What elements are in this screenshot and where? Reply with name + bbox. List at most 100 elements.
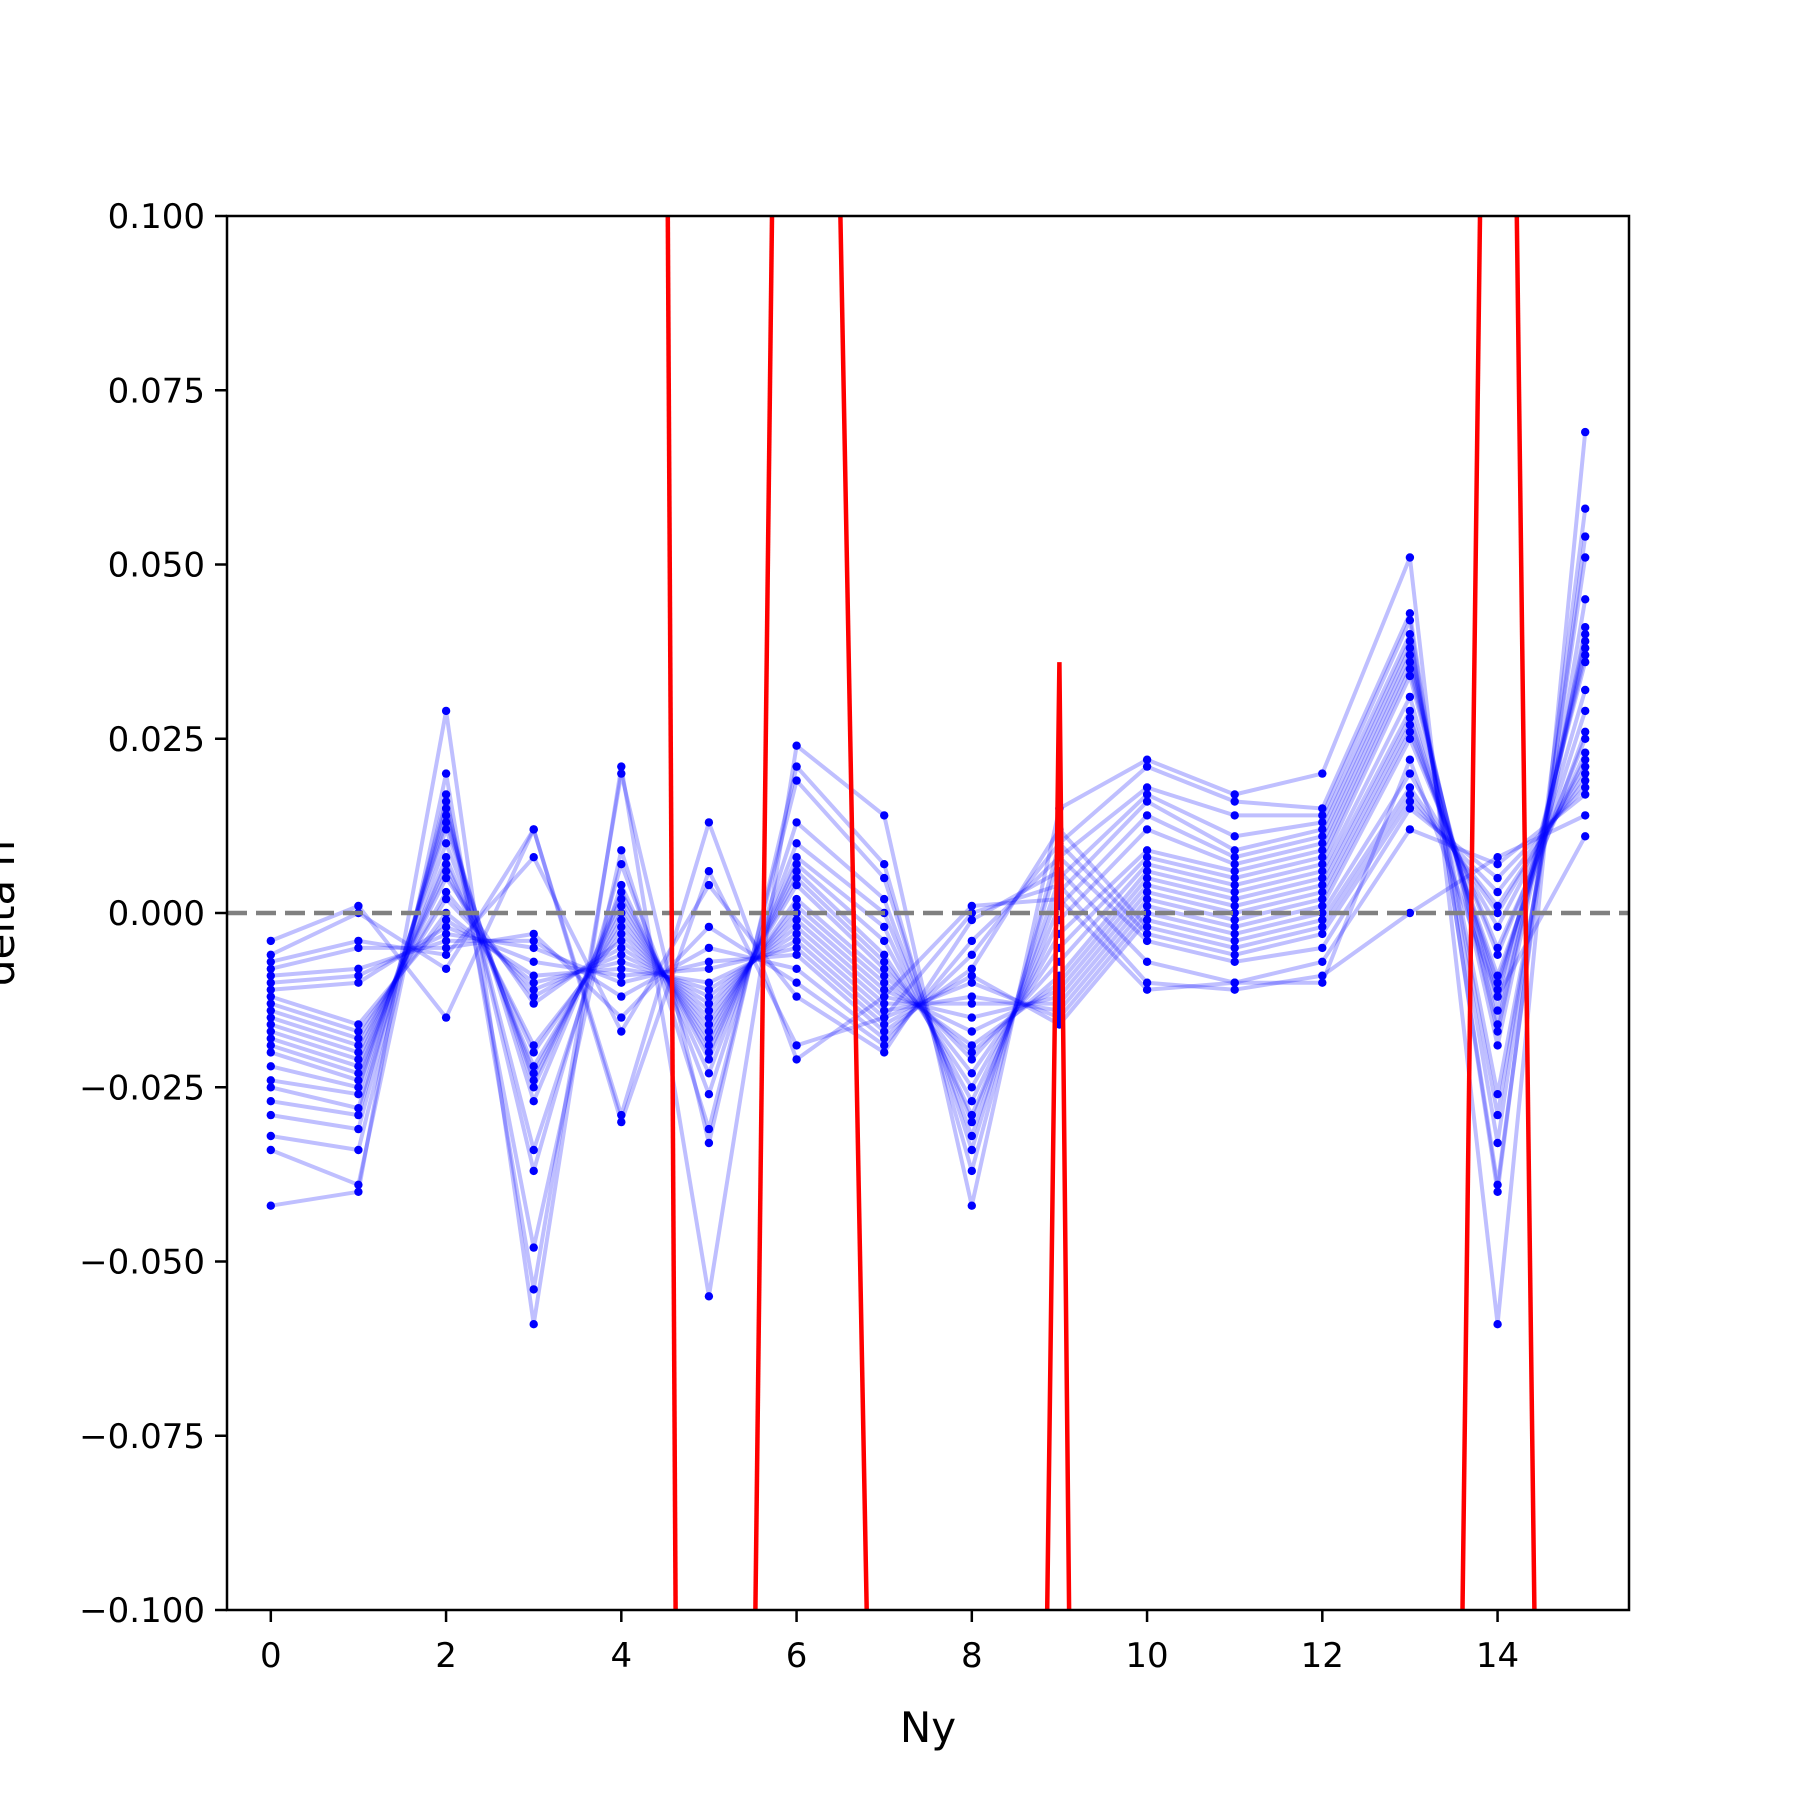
data-point (1230, 936, 1239, 946)
data-point (266, 978, 275, 987)
data-point (1318, 922, 1327, 932)
data-point (1318, 769, 1327, 778)
data-point (266, 1062, 275, 1071)
data-point (1493, 1320, 1502, 1329)
data-point (967, 901, 976, 911)
data-point (792, 950, 801, 959)
data-point (354, 1104, 363, 1113)
data-point (1493, 887, 1502, 897)
data-point (529, 936, 538, 946)
data-point (1318, 894, 1327, 904)
data-point (1493, 1187, 1502, 1197)
data-point (354, 1090, 363, 1099)
data-point (529, 1083, 538, 1092)
series-6 (266, 623, 1590, 1120)
data-point (967, 1145, 976, 1155)
data-point (529, 1048, 538, 1057)
data-point (880, 1027, 889, 1036)
data-point (1493, 1020, 1502, 1029)
highlight-segment-1 (665, 216, 678, 1610)
data-point (1142, 929, 1152, 939)
data-point (792, 929, 801, 939)
data-point (1493, 950, 1502, 959)
data-point (1230, 790, 1239, 799)
data-point (529, 978, 538, 987)
data-point (354, 1062, 363, 1071)
data-point (354, 978, 363, 987)
data-point (967, 1097, 976, 1106)
data-point (704, 867, 714, 876)
data-point (967, 1166, 976, 1176)
data-point (1405, 727, 1415, 736)
data-point (1405, 671, 1415, 681)
data-point (266, 936, 275, 946)
data-point (529, 1076, 538, 1085)
data-point (529, 1041, 538, 1050)
highlight-segment-5 (1460, 216, 1483, 1610)
data-point (967, 1201, 976, 1210)
series-line (270, 689, 1588, 1062)
data-point (441, 1013, 451, 1022)
data-point (704, 1013, 714, 1022)
data-point (1318, 908, 1327, 918)
series-line (270, 792, 1587, 1055)
series-19 (266, 769, 1590, 1036)
data-point (1142, 846, 1152, 855)
series-line (270, 640, 1588, 1090)
data-point (266, 1110, 275, 1120)
data-point (1318, 887, 1327, 897)
data-point (354, 1180, 363, 1190)
data-point (354, 1048, 363, 1057)
data-point (266, 985, 275, 994)
data-point (441, 915, 451, 925)
data-point (880, 1006, 889, 1015)
data-point (792, 901, 801, 911)
data-point (266, 1083, 275, 1092)
data-point (617, 901, 626, 911)
data-point (967, 1131, 976, 1141)
data-point (1142, 790, 1152, 799)
data-point (617, 964, 626, 973)
series-1 (266, 427, 1590, 1329)
series-16 (266, 734, 1590, 1036)
x-tick-label: 2 (435, 1636, 457, 1676)
data-point (792, 922, 801, 932)
data-point (1230, 853, 1239, 862)
data-point (1142, 922, 1152, 932)
data-point (1581, 762, 1590, 771)
data-point (1581, 811, 1590, 820)
series-20 (266, 776, 1590, 1043)
data-point (1405, 720, 1415, 729)
data-point (1318, 957, 1327, 966)
data-point (529, 1166, 538, 1176)
y-tick-label: 0.100 (108, 197, 205, 237)
data-point (880, 922, 889, 932)
data-point (1581, 748, 1590, 757)
data-point (617, 769, 626, 778)
data-point (441, 804, 451, 813)
y-tick-label: 0.000 (108, 894, 205, 934)
data-point (1142, 825, 1152, 834)
data-point (1405, 637, 1415, 646)
data-point (1142, 880, 1152, 890)
data-point (529, 853, 538, 862)
x-tick-label: 12 (1301, 1636, 1344, 1676)
data-point (1581, 630, 1590, 639)
series-line (270, 722, 1588, 1048)
data-point (792, 936, 801, 946)
data-point (266, 964, 275, 973)
data-point (1318, 867, 1327, 876)
data-point (704, 818, 714, 827)
data-point (529, 985, 538, 994)
data-point (617, 846, 626, 855)
data-point (1493, 1090, 1502, 1099)
data-point (529, 825, 538, 834)
series-8 (266, 637, 1590, 1092)
data-point (529, 1243, 538, 1252)
data-point (1493, 853, 1502, 862)
data-point (266, 1013, 275, 1022)
data-point (354, 1076, 363, 1085)
data-point (617, 943, 626, 953)
data-point (1318, 825, 1327, 834)
data-point (441, 887, 451, 897)
